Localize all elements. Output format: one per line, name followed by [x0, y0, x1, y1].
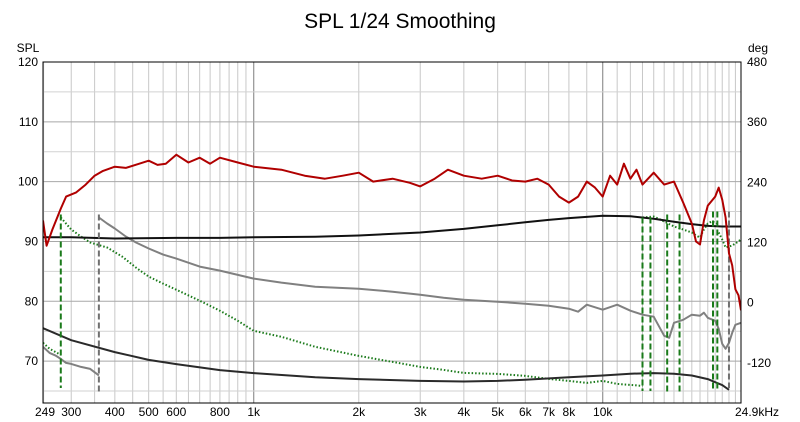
y-right-tick-label: 120: [747, 236, 767, 250]
plot-frame: [42, 61, 742, 404]
y-right-tick-label: 0: [747, 296, 754, 310]
y-left-tick-label: 120: [18, 55, 38, 69]
series-line-group-delay: [43, 327, 730, 391]
left-axis-unit: SPL: [17, 41, 40, 55]
y-left-tick-label: 110: [19, 115, 38, 129]
x-tick-label: 600: [166, 405, 186, 419]
x-tick-label: 3k: [414, 405, 428, 419]
y-right-tick-label: -120: [747, 356, 771, 370]
x-tick-label: 8k: [563, 405, 577, 419]
series-line-excess-phase: [717, 232, 741, 249]
y-left-tick-label: 100: [18, 175, 38, 189]
x-tick-label: 7k: [542, 405, 556, 419]
x-tick-label: 800: [210, 405, 230, 419]
y-left-tick-label: 80: [25, 294, 39, 308]
y-left-tick-label: 90: [25, 234, 39, 248]
x-tick-label: 400: [105, 405, 125, 419]
x-tick-label: 300: [61, 405, 81, 419]
x-tick-label: 500: [139, 405, 159, 419]
chart-title: SPL 1/24 Smoothing: [304, 10, 496, 33]
x-tick-label: 4k: [458, 405, 472, 419]
series-line-spl: [43, 153, 741, 311]
x-tick-label: 5k: [491, 405, 505, 419]
x-tick-label: 2k: [352, 405, 366, 419]
y-right-tick-label: 480: [747, 55, 767, 69]
x-tick-label: 6k: [519, 405, 533, 419]
grid: [43, 62, 741, 403]
tick-labels: 120 110 100 90 80 70 480 360 240 120 0 -120 249 300 40…: [18, 55, 779, 419]
series-line-excess-phase: [43, 342, 62, 356]
series-line-black-curve: [43, 214, 741, 240]
series: [43, 153, 741, 395]
y-right-tick-label: 240: [747, 175, 767, 189]
x-tick-label: 249: [35, 405, 55, 419]
right-axis-unit: deg: [748, 41, 768, 55]
series-line-excess-phase: [60, 216, 643, 387]
x-tick-label: 24.9kHz: [735, 405, 779, 419]
y-right-tick-label: 360: [747, 115, 767, 129]
series-line-phase: [43, 346, 100, 377]
y-left-tick-label: 70: [25, 354, 39, 368]
x-tick-label: 1k: [247, 405, 261, 419]
x-tick-label: 10k: [593, 405, 613, 419]
